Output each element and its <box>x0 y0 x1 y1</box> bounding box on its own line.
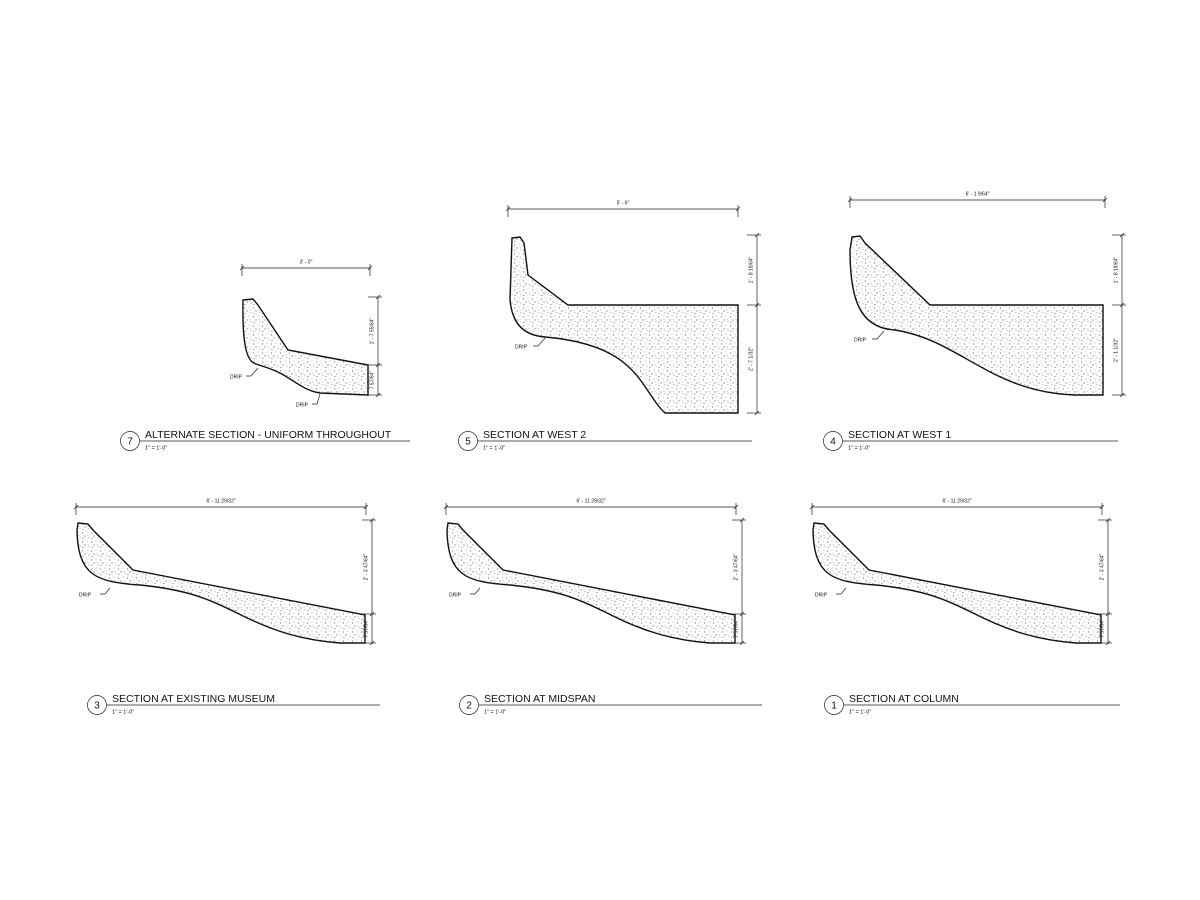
section-scale: 1" = 1'-0" <box>112 709 134 715</box>
section-scale: 1" = 1'-0" <box>849 709 871 715</box>
view-number-circle <box>459 695 479 715</box>
section: 6' - 11 29/32" 2' - 3 47/64" 7 57/64" DRIP 3… <box>73 498 380 715</box>
section-profile <box>446 522 736 644</box>
drip-leader <box>312 393 321 405</box>
section-title: SECTION AT MIDSPAN <box>484 693 595 705</box>
dimension-tick <box>505 206 511 212</box>
dimension-label: 3' - 0" <box>300 259 313 265</box>
drip-leader <box>533 337 546 347</box>
dimension-tick <box>733 504 739 510</box>
section: 5' - 6" 1' - 8 19/64" 2' - 7 1/32" DRIP 5 SEC… <box>458 200 761 451</box>
dimension-label: 2' - 3 47/64" <box>1099 553 1105 580</box>
dimension-tick <box>754 302 760 308</box>
dimension-label: 5' - 6" <box>617 200 630 206</box>
drip-leader <box>246 367 259 377</box>
dimension-tick <box>847 197 853 203</box>
dimension-label: 1' - 8 19/64" <box>1113 256 1119 283</box>
dimension-label: 1' - 7 55/64" <box>369 317 375 344</box>
view-number-circle <box>823 431 843 451</box>
section-title: SECTION AT WEST 2 <box>483 429 586 441</box>
dimension-label: 7 57/64" <box>363 619 369 638</box>
view-number: 2 <box>466 701 472 712</box>
dimension-tick <box>754 232 760 238</box>
dimension-tick <box>809 504 815 510</box>
drip-label: DRIP <box>515 344 528 350</box>
dimension-tick <box>363 504 369 510</box>
section-scale: 1" = 1'-0" <box>484 709 506 715</box>
drip-leader <box>872 330 885 340</box>
dimension-tick <box>369 640 375 646</box>
view-number: 5 <box>465 437 471 448</box>
dimension-tick <box>1119 392 1125 398</box>
dimension-label: 7 57/64" <box>733 619 739 638</box>
view-number-circle <box>458 431 478 451</box>
dimension-label: 6' - 11 29/32" <box>206 498 235 504</box>
dimension-label: 6' - 1 9/64" <box>966 191 990 197</box>
dimension-label: 2' - 7 1/32" <box>748 347 754 371</box>
section-profile <box>849 235 1104 396</box>
dimension-tick <box>375 362 381 368</box>
section-scale: 1" = 1'-0" <box>483 445 505 451</box>
dimension-label: 1' - 8 19/64" <box>748 256 754 283</box>
drip-label: DRIP <box>815 592 828 598</box>
dimension-tick <box>739 611 745 617</box>
drip-leader <box>470 587 481 595</box>
dimension-tick <box>73 504 79 510</box>
section-title: ALTERNATE SECTION - UNIFORM THROUGHOUT <box>145 429 392 441</box>
drip-leader <box>100 587 111 595</box>
dimension-tick <box>1105 611 1111 617</box>
section-title: SECTION AT COLUMN <box>849 693 959 705</box>
dimension-tick <box>754 410 760 416</box>
section-profile <box>812 522 1102 644</box>
drip-label: DRIP <box>79 592 92 598</box>
view-number-circle <box>824 695 844 715</box>
section: 3' - 0" 1' - 7 55/64" 7 57/64" DRIP DRIP 7 ALT… <box>120 259 410 451</box>
dimension-label: 2' - 3 47/64" <box>733 553 739 580</box>
dimension-tick <box>1102 197 1108 203</box>
section-profile <box>242 298 369 396</box>
drip-label: DRIP <box>854 337 867 343</box>
dimension-label: 6' - 11 29/32" <box>576 498 605 504</box>
view-number: 3 <box>94 701 100 712</box>
section-scale: 1" = 1'-0" <box>848 445 870 451</box>
dimension-tick <box>239 265 245 271</box>
section-title: SECTION AT EXISTING MUSEUM <box>112 693 275 705</box>
dimension-label: 7 57/64" <box>369 371 375 390</box>
view-number-circle <box>120 431 140 451</box>
drip-leader <box>836 587 847 595</box>
dimension-tick <box>1119 232 1125 238</box>
dimension-label: 7 57/64" <box>1099 619 1105 638</box>
dimension-tick <box>739 640 745 646</box>
dimension-tick <box>1099 504 1105 510</box>
dimension-tick <box>375 392 381 398</box>
section-scale: 1" = 1'-0" <box>145 445 167 451</box>
dimension-label: 2' - 1 1/32" <box>1113 338 1119 362</box>
dimension-tick <box>443 504 449 510</box>
dimension-tick <box>735 206 741 212</box>
section: 6' - 1 9/64" 1' - 8 19/64" 2' - 1 1/32" DRI… <box>823 191 1126 451</box>
view-number-circle <box>87 695 107 715</box>
section-profile <box>509 236 739 414</box>
view-number: 7 <box>127 437 133 448</box>
dimension-tick <box>367 265 373 271</box>
dimension-tick <box>375 294 381 300</box>
section-profile <box>76 522 366 644</box>
dimension-tick <box>739 517 745 523</box>
dimension-label: 2' - 3 47/64" <box>363 553 369 580</box>
section: 6' - 11 29/32" 2' - 3 47/64" 7 57/64" DRIP 1… <box>809 498 1120 715</box>
dimension-tick <box>1119 302 1125 308</box>
view-number: 1 <box>831 701 837 712</box>
dimension-tick <box>1105 517 1111 523</box>
section: 6' - 11 29/32" 2' - 3 47/64" 7 57/64" DRIP 2… <box>443 498 762 715</box>
view-number: 4 <box>830 437 836 448</box>
section-title: SECTION AT WEST 1 <box>848 429 951 441</box>
drip-label: DRIP <box>230 374 243 380</box>
dimension-tick <box>369 517 375 523</box>
dimension-tick <box>369 611 375 617</box>
dimension-label: 6' - 11 29/32" <box>942 498 971 504</box>
drip-label: DRIP <box>296 402 309 408</box>
drip-label: DRIP <box>449 592 462 598</box>
dimension-tick <box>1105 640 1111 646</box>
